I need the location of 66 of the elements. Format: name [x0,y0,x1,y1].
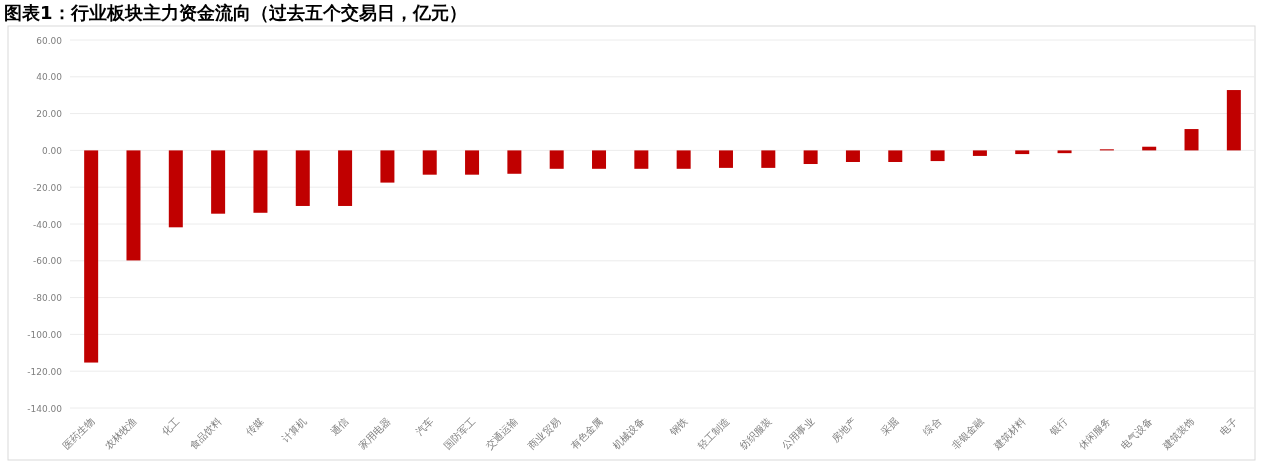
x-tick-label: 传媒 [243,415,266,438]
y-tick-label: -20.00 [32,182,63,193]
x-tick-label: 计算机 [279,415,309,445]
bar [592,150,607,169]
chart-title: 图表1：行业板块主力资金流向（过去五个交易日，亿元） [4,2,467,23]
bar [338,150,353,206]
x-tick-label: 纺织服装 [737,415,774,452]
bar [422,150,437,175]
x-tick-label: 非银金融 [949,415,986,452]
bar [676,150,691,169]
x-tick-label: 轻工制造 [695,415,732,452]
bar [465,150,480,175]
x-tick-label: 电气设备 [1118,415,1155,452]
bar [972,150,987,156]
y-tick-label: -40.00 [32,219,63,230]
x-tick-label: 国防军工 [441,415,478,452]
bar [126,150,141,261]
bar [1226,90,1241,151]
bar [253,150,268,213]
x-tick-label: 有色金属 [568,415,605,452]
x-tick-label: 交通运输 [483,415,520,452]
x-tick-label: 通信 [328,415,351,438]
bar [888,150,903,162]
bar [1015,150,1030,155]
x-tick-label: 建筑装饰 [1160,415,1197,453]
x-tick-label: 家用电器 [356,415,393,452]
bar [507,150,522,174]
bar [295,150,310,206]
x-tick-label: 休闲服务 [1076,415,1113,452]
x-tick-label: 食品饮料 [187,415,224,452]
x-tick-label: 医药生物 [60,415,97,452]
bar [1184,129,1199,151]
bar [718,150,733,168]
y-tick-label: -60.00 [32,256,63,267]
x-tick-label: 农林牧渔 [102,415,139,452]
bar [930,150,945,162]
x-tick-label: 房地产 [829,415,859,445]
x-tick-label: 商业贸易 [526,415,563,452]
y-tick-label: 60.00 [36,35,63,46]
x-tick-label: 采掘 [878,415,901,438]
x-tick-label: 钢铁 [666,415,690,439]
bar [634,150,649,169]
y-tick-label: -100.00 [27,329,63,340]
bar [803,150,818,165]
bar [211,150,226,214]
bar [549,150,564,169]
x-tick-label: 电子 [1217,415,1240,438]
bar [1057,150,1072,154]
y-tick-label: 40.00 [36,72,63,83]
bar [845,150,860,162]
y-tick-label: -140.00 [27,403,63,414]
y-tick-label: -80.00 [32,293,63,304]
x-tick-label: 机械设备 [610,415,647,452]
x-tick-label: 汽车 [413,415,436,438]
x-tick-label: 化工 [159,415,182,438]
y-tick-label: -120.00 [27,366,63,377]
x-tick-label: 综合 [921,415,943,438]
bar [380,150,395,183]
x-tick-label: 公用事业 [779,415,817,452]
y-tick-label: 0.00 [41,145,63,156]
bar [84,150,99,363]
y-tick-label: 20.00 [36,109,63,120]
x-tick-label: 建筑材料 [990,415,1028,453]
bar [761,150,776,168]
x-tick-label: 银行 [1047,415,1070,439]
bar [168,150,183,228]
